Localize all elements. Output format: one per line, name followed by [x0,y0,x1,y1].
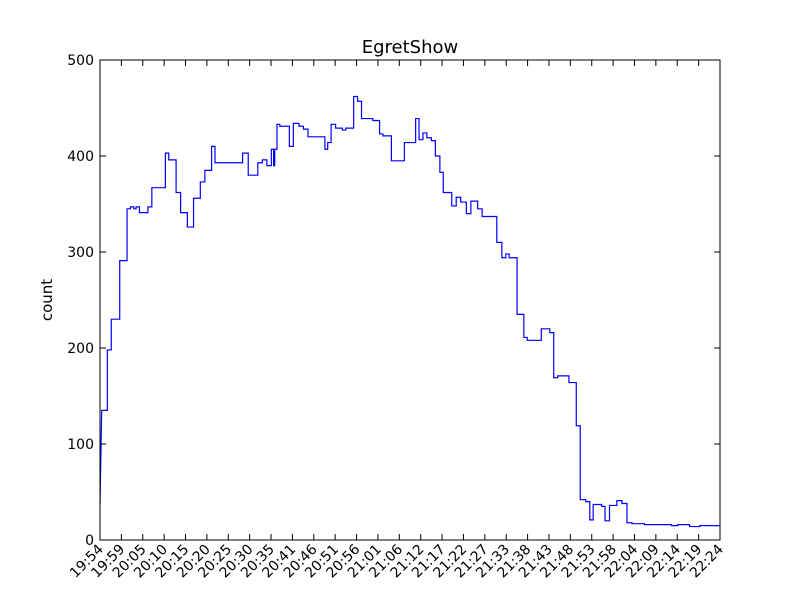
plot-area: 010020030040050019:5419:5920:0520:1020:1… [67,53,727,581]
y-tick-label: 500 [67,53,94,69]
y-tick-label: 400 [67,149,94,165]
plot-frame [99,59,721,541]
y-tick-label: 0 [85,533,94,549]
y-axis-label: count [38,279,56,321]
chart-title: EgretShow [362,37,459,58]
y-tick-label: 200 [67,341,94,357]
series-line [99,95,720,528]
y-tick-label: 300 [67,245,94,261]
y-tick-label: 100 [67,437,94,453]
